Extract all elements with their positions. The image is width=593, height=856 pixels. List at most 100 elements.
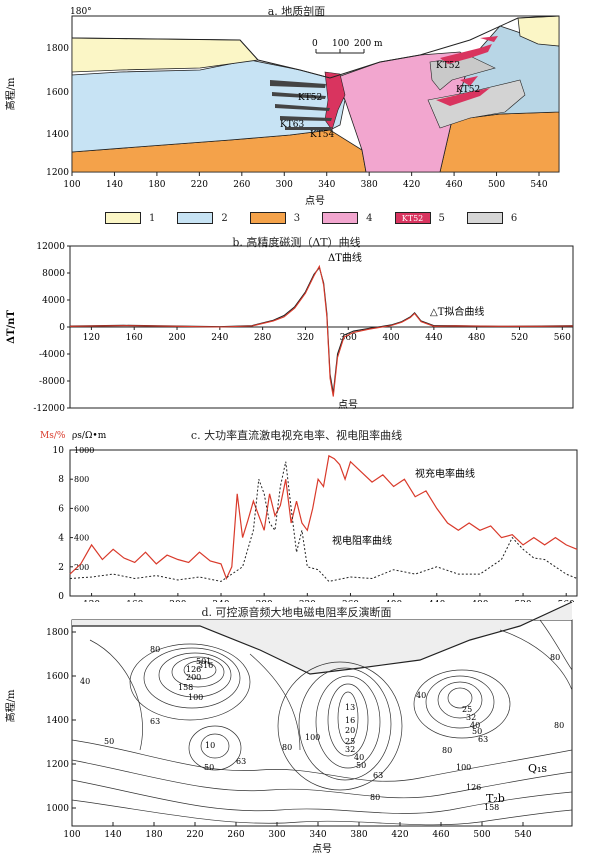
y-tick-right: 400	[74, 534, 89, 543]
y-tick: -8000	[39, 377, 65, 387]
contour-label: 63	[236, 757, 246, 766]
y-tick-right: 1000	[74, 446, 94, 455]
x-tick: 260	[233, 180, 250, 190]
csamt-section: 高程/m 点号 40805063158126200316501100105063…	[4, 601, 573, 855]
panel-c-title: c. 大功率直流激电视充电率、视电阻率曲线	[190, 429, 403, 442]
y-tick: 1800	[46, 628, 69, 638]
ore-label: KT54	[310, 130, 334, 140]
legend-swatch	[466, 212, 503, 224]
x-tick: 480	[468, 333, 485, 343]
x-tick: 140	[106, 180, 123, 190]
x-tick: 120	[83, 333, 100, 343]
x-tick: 360	[340, 333, 357, 343]
series-label-ms: 视充电率曲线	[415, 467, 475, 480]
panel-a-title: a. 地质剖面	[267, 5, 326, 18]
x-tick: 360	[342, 600, 359, 602]
x-tick: 160	[126, 333, 143, 343]
series-label-rho: 视电阻率曲线	[332, 534, 392, 547]
legend-swatch	[177, 212, 214, 224]
x-tick: 380	[361, 180, 378, 190]
legend-number: 2	[221, 212, 228, 224]
x-tick: 560	[558, 600, 575, 602]
contour-label: 50	[104, 737, 114, 746]
x-tick: 220	[191, 180, 208, 190]
contour-label: 501	[196, 657, 211, 666]
legend-number: 5	[438, 212, 445, 224]
x-tick: 100	[63, 180, 80, 190]
x-tick: 280	[256, 600, 273, 602]
corner-label: 180°	[70, 7, 92, 17]
legend-item: KT52 5	[394, 212, 445, 224]
y-tick: 1600	[46, 88, 69, 98]
contour-label: 100	[188, 693, 203, 702]
contour-label: 40	[354, 753, 364, 762]
legend: 1 2 3 4 KT52 5 6	[105, 210, 539, 226]
x-tick: 260	[227, 830, 244, 840]
contour-label: 63	[478, 735, 488, 744]
x-tick: 380	[350, 830, 367, 840]
legend-number: 1	[149, 212, 156, 224]
contour-label: 80	[150, 645, 160, 654]
contour-label: 126	[466, 783, 481, 792]
y-tick-left: 8	[58, 475, 64, 485]
legend-number: 6	[510, 212, 518, 224]
series-line	[69, 266, 574, 394]
x-tick: 180	[145, 830, 162, 840]
y-tick: 8000	[42, 269, 65, 279]
panel-a-ylabel: 高程/m	[4, 77, 17, 110]
y-tick: 1400	[46, 716, 69, 726]
x-tick: 340	[309, 830, 326, 840]
panel-d-ylabel: 高程/m	[4, 689, 17, 722]
contour-labels: 4080506315812620031650110010506380100131…	[80, 645, 564, 812]
y-tick-right: 600	[74, 504, 89, 513]
legend-number: 3	[293, 212, 301, 224]
contour-label: Q₁s	[528, 762, 547, 775]
legend-swatch	[322, 212, 359, 224]
x-tick: 500	[473, 830, 490, 840]
magnetic-chart: ΔT/nT ΔT曲线 △T拟合曲线 点号 12000 8000 4000 0 -4000…	[6, 242, 574, 414]
legend-item: 1	[105, 212, 155, 224]
contour-label: 50	[472, 727, 482, 736]
y-tick: -4000	[39, 350, 65, 360]
x-tick: 160	[126, 600, 143, 602]
contour-label: 316	[198, 661, 213, 670]
contour-label: 50	[204, 763, 214, 772]
x-tick: 520	[511, 333, 528, 343]
y-tick-right: 800	[74, 475, 89, 484]
x-tick: 180	[148, 180, 165, 190]
x-tick: 300	[276, 180, 293, 190]
x-tick: 140	[104, 830, 121, 840]
x-tick: 100	[63, 830, 80, 840]
legend-number: 4	[366, 212, 373, 224]
y-tick: 12000	[36, 242, 65, 252]
legend-item: 4	[322, 212, 373, 224]
x-tick: 420	[391, 830, 408, 840]
legend-item: 2	[177, 212, 228, 224]
contour-label: 16	[345, 716, 355, 725]
series-line	[69, 454, 578, 581]
contour-label: 80	[282, 743, 292, 752]
panel-a-y-axis: 1800 1600 1400 1200	[46, 44, 69, 178]
contour-label: 80	[554, 721, 564, 730]
legend-swatch	[249, 212, 286, 224]
x-tick: 480	[471, 600, 488, 602]
x-tick: 420	[403, 180, 420, 190]
x-tick: 200	[169, 600, 186, 602]
contour-label: 63	[150, 717, 160, 726]
panel-d-title: d. 可控源音频大地电磁电阻率反演断面	[201, 606, 392, 619]
x-tick: 340	[318, 180, 335, 190]
y-tick: 4000	[42, 296, 65, 306]
contour-label: 13	[345, 703, 355, 712]
scale-label-100: 100	[332, 39, 349, 49]
ore-label: KT52	[436, 61, 460, 71]
y-tick: 0	[59, 323, 65, 333]
y-tick: 1200	[46, 168, 69, 178]
legend-swatch: KT52	[394, 212, 431, 224]
panel-b-ylabel: ΔT/nT	[6, 310, 17, 344]
contour-label: 158	[178, 683, 193, 692]
x-tick: 240	[212, 600, 229, 602]
ip-chart: Ms/% ρs/Ω•m 视充电率曲线 视电阻率曲线 10 8 6 4 2 0 1000 800…	[40, 431, 578, 602]
x-tick: 400	[385, 600, 402, 602]
geologic-section: 180° 0 100 200 m KT52 KT52 KT52 KT63 KT5…	[4, 7, 560, 207]
x-tick: 440	[428, 600, 445, 602]
